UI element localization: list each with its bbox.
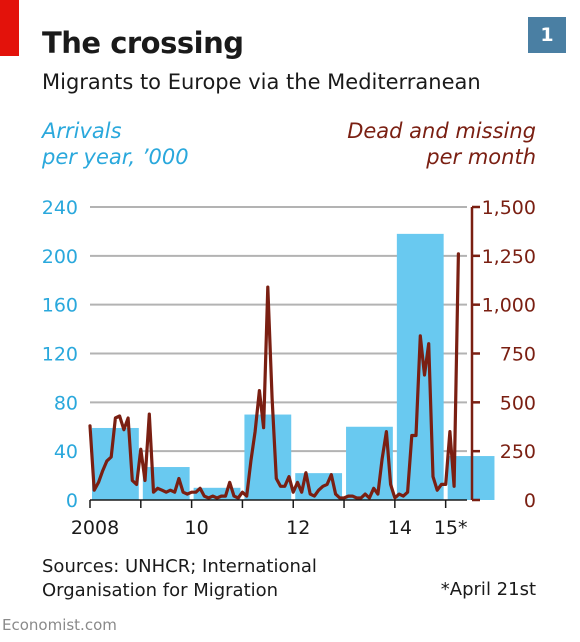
dead-missing-series: [88, 252, 460, 500]
right-tick-label: 750: [500, 344, 536, 366]
bar-2009: [142, 467, 190, 500]
chart-subtitle: Migrants to Europe via the Mediterranean: [42, 70, 481, 94]
right-axis-title-line-1: Dead and missing: [347, 119, 536, 143]
source-line-1: Sources: UNHCR; International: [42, 556, 317, 577]
right-axis-ticks: 0 250 500 750 1,000 1,250 1,500: [470, 197, 536, 512]
left-axis-title-line-1: Arrivals: [42, 119, 122, 143]
right-axis-title-line-2: per month: [426, 145, 536, 169]
right-tick-label: 250: [500, 441, 536, 463]
brand-label: Economist.com: [2, 616, 117, 634]
x-tick-label: 12: [286, 517, 310, 539]
chart-number-badge: 1: [528, 17, 566, 53]
left-tick-label: 200: [42, 246, 78, 268]
x-tick-label: 15*: [434, 517, 468, 539]
chart-title: The crossing: [42, 26, 244, 60]
footnote: *April 21st: [440, 579, 536, 600]
source-note: Sources: UNHCR; International Organisati…: [42, 555, 317, 603]
left-tick-label: 40: [54, 441, 78, 463]
left-tick-label: 0: [66, 490, 78, 512]
right-tick-label: 500: [500, 392, 536, 414]
dead-missing-line: [88, 252, 460, 500]
x-axis: 2008 10 12 14 15*: [71, 499, 468, 539]
left-axis-title-line-2: per year, ’000: [42, 145, 189, 169]
right-tick-label: 1,000: [482, 295, 536, 317]
right-tick-label: 1,250: [482, 246, 536, 268]
left-axis-title: Arrivals per year, ’000: [42, 118, 189, 170]
left-tick-label: 120: [42, 344, 78, 366]
brand-red-tag: [0, 0, 19, 56]
right-tick-label: 0: [524, 490, 536, 512]
left-tick-label: 160: [42, 295, 78, 317]
x-tick-label: 14: [388, 517, 412, 539]
left-axis-ticks: 0 40 80 120 160 200 240: [42, 197, 78, 512]
left-tick-label: 80: [54, 392, 78, 414]
x-tick-label: 2008: [71, 517, 119, 539]
right-tick-label: 1,500: [482, 197, 536, 219]
source-line-2: Organisation for Migration: [42, 580, 279, 601]
left-tick-label: 240: [42, 197, 78, 219]
x-tick-label: 10: [185, 517, 209, 539]
right-axis-title: Dead and missing per month: [347, 118, 536, 170]
